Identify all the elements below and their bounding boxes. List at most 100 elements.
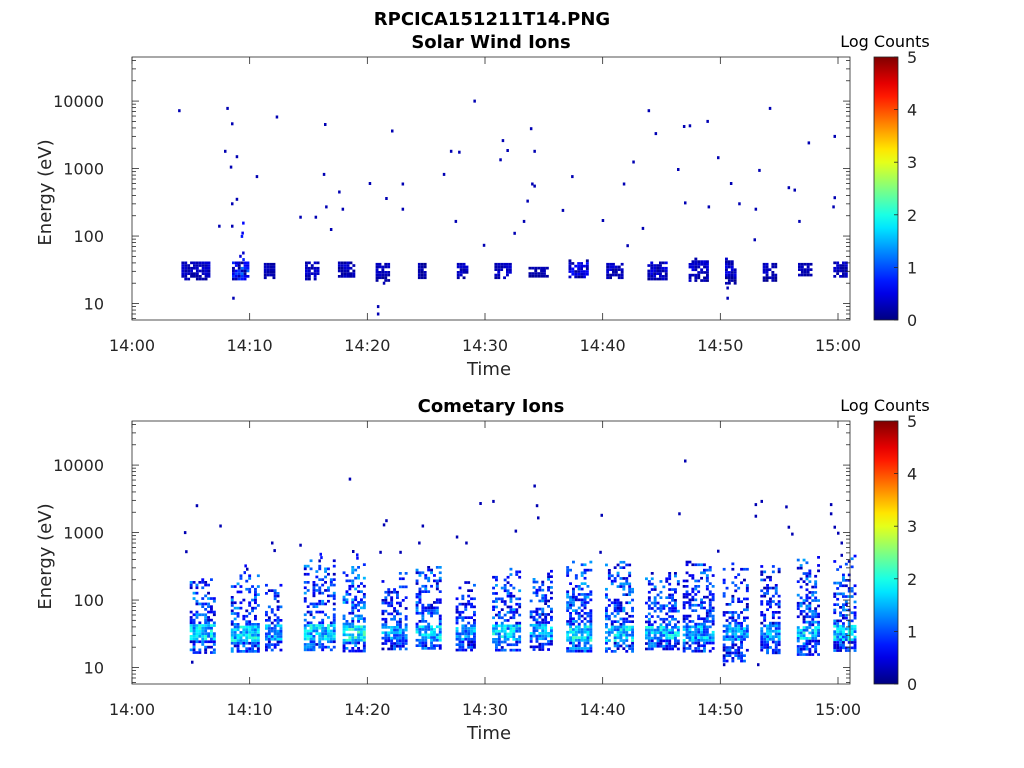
heatmap-cell: [622, 566, 626, 569]
heatmap-cell: [647, 623, 651, 626]
heatmap-cell: [195, 624, 199, 627]
heatmap-cell: [703, 644, 706, 648]
heatmap-cell: [393, 631, 396, 635]
heatmap-cell: [853, 643, 857, 647]
heatmap-cell: [541, 599, 545, 603]
heatmap-cell: [433, 638, 436, 642]
heatmap-cell: [430, 638, 433, 642]
heatmap-cell: [697, 649, 701, 653]
heatmap-cell: [803, 262, 807, 266]
heatmap-cell: [586, 641, 590, 645]
heatmap-cell: [492, 592, 495, 595]
heatmap-cell: [232, 266, 235, 270]
heatmap-cell: [694, 649, 698, 653]
heatmap-cell: [674, 636, 677, 640]
heatmap-cell: [503, 602, 507, 606]
heatmap-cell: [614, 271, 618, 274]
heatmap-cell: [348, 611, 352, 615]
heatmap-cell: [760, 621, 764, 625]
heatmap-cell: [467, 627, 471, 630]
heatmap-cell: [728, 624, 732, 628]
y-tick-label: 1000: [63, 160, 104, 179]
heatmap-cell: [398, 626, 402, 629]
heatmap-cell: [691, 273, 695, 277]
heatmap-cell: [711, 609, 715, 612]
heatmap-cell: [617, 268, 621, 271]
heatmap-cell: [254, 639, 257, 642]
heatmap-cell: [622, 606, 626, 610]
heatmap-cell: [766, 600, 769, 603]
heatmap-cell: [518, 570, 522, 574]
heatmap-cell: [192, 621, 196, 625]
heatmap-cell: [418, 571, 422, 575]
heatmap-cell: [685, 593, 689, 596]
heatmap-cell: [616, 641, 620, 645]
heatmap-cell: [842, 576, 845, 579]
heatmap-cell: [538, 634, 542, 638]
heatmap-cell: [230, 639, 234, 642]
heatmap-cell: [662, 604, 666, 608]
heatmap-cell: [589, 560, 593, 564]
heatmap-cell: [769, 635, 772, 638]
heatmap-cell: [737, 648, 741, 652]
heatmap-cell: [725, 257, 728, 261]
heatmap-cell: [664, 269, 668, 273]
heatmap-cell: [236, 625, 240, 629]
heatmap-cell: [722, 613, 726, 617]
heatmap-cell: [461, 624, 465, 628]
heatmap-cell: [676, 639, 680, 643]
heatmap-cell: [833, 646, 837, 650]
heatmap-cell: [535, 618, 539, 622]
heatmap-cell: [390, 647, 394, 651]
heatmap-cell: [267, 629, 271, 633]
heatmap-cell: [506, 268, 509, 271]
heatmap-cell: [535, 580, 539, 584]
heatmap-cell: [844, 608, 848, 612]
heatmap-cell: [668, 631, 672, 635]
data-point: [235, 155, 239, 159]
heatmap-cell: [309, 629, 313, 633]
heatmap-cell: [777, 567, 781, 571]
heatmap-cell: [497, 624, 501, 628]
heatmap-cell: [842, 622, 845, 625]
heatmap-cell: [230, 596, 234, 599]
heatmap-cell: [337, 266, 341, 270]
heatmap-cell: [435, 587, 439, 591]
heatmap-cell: [239, 590, 243, 594]
heatmap-cell: [332, 632, 336, 635]
data-point: [183, 531, 187, 535]
heatmap-cell: [685, 614, 689, 618]
heatmap-cell: [691, 265, 695, 269]
heatmap-cell: [811, 585, 815, 589]
heatmap-cell: [509, 635, 513, 638]
heatmap-cell: [745, 605, 749, 609]
heatmap-cell: [711, 639, 715, 642]
heatmap-cell: [241, 231, 244, 235]
heatmap-cell: [503, 600, 507, 603]
heatmap-cell: [733, 279, 737, 282]
heatmap-cell: [547, 575, 550, 578]
heatmap-cell: [393, 615, 396, 618]
heatmap-cell: [662, 626, 666, 629]
heatmap-cell: [245, 639, 249, 642]
heatmap-cell: [270, 610, 274, 614]
heatmap-cell: [589, 630, 593, 634]
heatmap-cell: [833, 633, 837, 636]
heatmap-cell: [766, 632, 769, 636]
heatmap-cell: [676, 642, 680, 645]
heatmap-cell: [318, 624, 322, 627]
x-tick-label: 14:20: [344, 336, 390, 355]
heatmap-cell: [569, 641, 572, 645]
heatmap-cell: [192, 581, 196, 584]
heatmap-cell: [473, 613, 476, 617]
heatmap-cell: [814, 639, 818, 643]
heatmap-cell: [532, 615, 536, 619]
heatmap-cell: [473, 646, 476, 649]
heatmap-cell: [733, 271, 737, 274]
colorbar-tick-label: 5: [907, 48, 917, 67]
heatmap-cell: [662, 620, 666, 624]
heatmap-cell: [387, 593, 391, 597]
heatmap-cell: [464, 581, 468, 584]
heatmap-cell: [497, 268, 501, 271]
